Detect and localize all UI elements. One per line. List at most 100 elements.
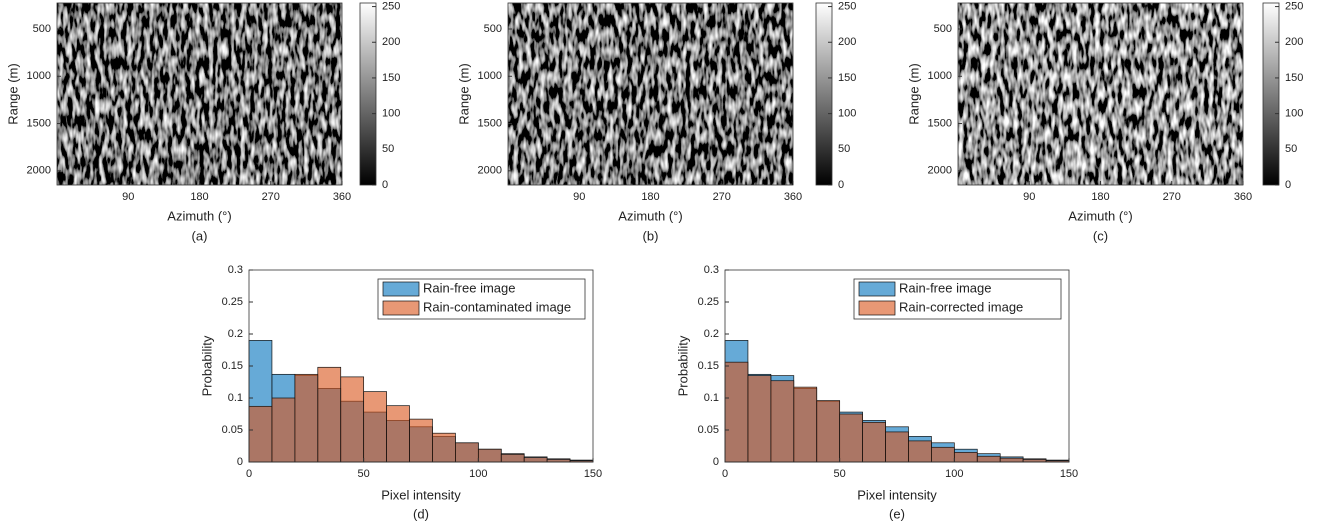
colorbar-tick-label: 250 bbox=[838, 0, 856, 12]
colorbar-tick-label: 200 bbox=[382, 36, 400, 48]
y-axis-label: Range (m) bbox=[906, 63, 921, 124]
colorbar-tick-label: 150 bbox=[382, 72, 400, 84]
histogram-bar bbox=[770, 380, 795, 463]
caption: (e) bbox=[889, 506, 905, 521]
x-tick-label: 50 bbox=[358, 468, 370, 480]
legend-swatch bbox=[382, 300, 420, 316]
colorbar bbox=[1262, 2, 1280, 186]
y-tick-label: 0.25 bbox=[698, 296, 719, 308]
histogram-bar bbox=[839, 413, 863, 463]
legend-swatch bbox=[858, 281, 896, 297]
y-tick-label: 500 bbox=[33, 23, 51, 35]
caption: (d) bbox=[413, 506, 429, 521]
x-tick-label: 270 bbox=[1163, 191, 1181, 203]
colorbar-tick-label: 0 bbox=[1285, 179, 1291, 191]
histogram-bar bbox=[976, 455, 1001, 463]
y-tick-label: 1000 bbox=[27, 70, 51, 82]
x-tick-label: 360 bbox=[333, 191, 351, 203]
axes-box bbox=[507, 2, 794, 186]
x-tick-label: 180 bbox=[1091, 191, 1109, 203]
x-axis-label: Pixel intensity bbox=[857, 487, 937, 502]
y-tick-label: 0 bbox=[237, 456, 243, 468]
x-tick-label: 90 bbox=[1023, 191, 1035, 203]
x-tick-label: 270 bbox=[713, 191, 731, 203]
colorbar-tick-label: 100 bbox=[1285, 108, 1303, 120]
radar-image bbox=[508, 3, 793, 185]
histogram-bar bbox=[931, 446, 955, 463]
y-tick-label: 0.15 bbox=[222, 360, 243, 372]
histogram-bar bbox=[363, 391, 387, 463]
legend-swatch bbox=[382, 281, 420, 297]
axes-box bbox=[248, 269, 594, 463]
y-tick-label: 0.15 bbox=[698, 360, 719, 372]
legend-swatch bbox=[858, 300, 896, 316]
legend-label: Rain-free image bbox=[423, 280, 516, 295]
histogram-bar bbox=[340, 376, 365, 463]
y-tick-label: 0.25 bbox=[222, 296, 243, 308]
histogram-bar bbox=[816, 400, 841, 463]
histogram-bar bbox=[724, 361, 749, 463]
y-tick-label: 2000 bbox=[27, 165, 51, 177]
histogram-bar bbox=[477, 448, 502, 463]
colorbar-tick-label: 50 bbox=[838, 143, 850, 155]
y-axis-label: Range (m) bbox=[456, 63, 471, 124]
histogram-bar bbox=[294, 373, 319, 463]
histogram-bar bbox=[500, 453, 525, 463]
histogram-bar bbox=[999, 457, 1024, 463]
y-tick-label: 1000 bbox=[928, 70, 952, 82]
y-tick-label: 0.1 bbox=[228, 392, 243, 404]
x-tick-label: 180 bbox=[190, 191, 208, 203]
axes-box bbox=[957, 2, 1244, 186]
x-tick-label: 150 bbox=[1060, 468, 1078, 480]
histogram-bar bbox=[908, 440, 932, 463]
y-tick-label: 0 bbox=[713, 456, 719, 468]
x-tick-label: 90 bbox=[573, 191, 585, 203]
colorbar-tick-label: 50 bbox=[382, 143, 394, 155]
x-tick-label: 100 bbox=[469, 468, 487, 480]
y-tick-label: 0.2 bbox=[704, 328, 719, 340]
histogram-bar bbox=[862, 421, 886, 463]
histogram-bar bbox=[317, 366, 342, 463]
histogram-bar bbox=[432, 432, 456, 463]
y-axis-label: Probability bbox=[199, 335, 214, 396]
histogram-bar bbox=[747, 375, 772, 463]
y-axis-label: Range (m) bbox=[5, 63, 20, 124]
y-tick-label: 0.1 bbox=[704, 392, 719, 404]
y-tick-label: 500 bbox=[484, 23, 502, 35]
colorbar-tick-label: 150 bbox=[1285, 72, 1303, 84]
x-tick-label: 50 bbox=[834, 468, 846, 480]
x-tick-label: 180 bbox=[641, 191, 659, 203]
colorbar-tick-label: 200 bbox=[1285, 36, 1303, 48]
colorbar-tick-label: 150 bbox=[838, 72, 856, 84]
legend-label: Rain-free image bbox=[899, 280, 992, 295]
y-tick-label: 0.3 bbox=[704, 264, 719, 276]
caption: (a) bbox=[192, 228, 208, 243]
y-tick-label: 0.3 bbox=[228, 264, 243, 276]
y-tick-label: 0.05 bbox=[222, 424, 243, 436]
x-axis-label: Azimuth (°) bbox=[167, 208, 231, 223]
histogram-bar bbox=[455, 442, 479, 463]
x-tick-label: 90 bbox=[122, 191, 134, 203]
colorbar-tick-label: 250 bbox=[382, 0, 400, 12]
histogram-bar bbox=[885, 431, 909, 463]
x-tick-label: 360 bbox=[784, 191, 802, 203]
y-tick-label: 1000 bbox=[478, 70, 502, 82]
x-tick-label: 100 bbox=[945, 468, 963, 480]
legend-label: Rain-corrected image bbox=[899, 299, 1023, 314]
axes-box bbox=[724, 269, 1070, 463]
y-tick-label: 2000 bbox=[478, 165, 502, 177]
x-axis-label: Pixel intensity bbox=[381, 487, 461, 502]
caption: (b) bbox=[643, 228, 659, 243]
x-axis-label: Azimuth (°) bbox=[1068, 208, 1132, 223]
axes-box bbox=[56, 2, 343, 186]
y-tick-label: 500 bbox=[934, 23, 952, 35]
x-tick-label: 0 bbox=[246, 468, 252, 480]
x-tick-label: 270 bbox=[262, 191, 280, 203]
x-axis-label: Azimuth (°) bbox=[618, 208, 682, 223]
colorbar-tick-label: 0 bbox=[382, 179, 388, 191]
colorbar bbox=[815, 2, 833, 186]
y-tick-label: 0.2 bbox=[228, 328, 243, 340]
colorbar-tick-label: 50 bbox=[1285, 143, 1297, 155]
histogram-bar bbox=[271, 397, 296, 463]
